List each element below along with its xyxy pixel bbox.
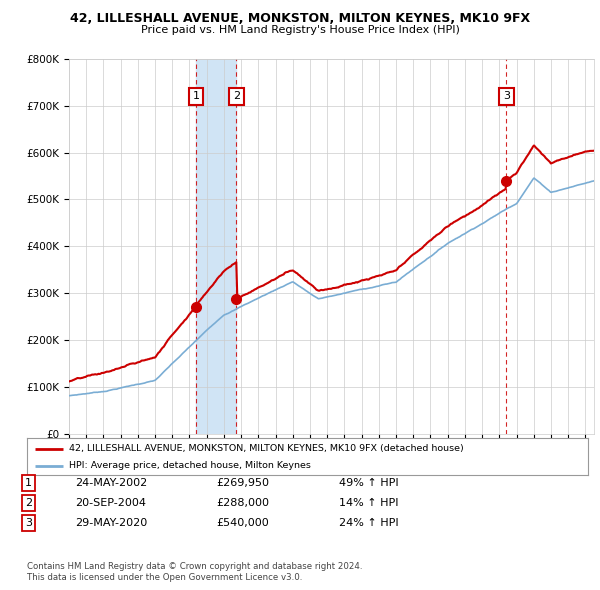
Text: HPI: Average price, detached house, Milton Keynes: HPI: Average price, detached house, Milt… — [69, 461, 311, 470]
Text: 14% ↑ HPI: 14% ↑ HPI — [339, 498, 398, 507]
Text: 2: 2 — [25, 498, 32, 507]
Text: This data is licensed under the Open Government Licence v3.0.: This data is licensed under the Open Gov… — [27, 573, 302, 582]
Text: 49% ↑ HPI: 49% ↑ HPI — [339, 478, 398, 487]
Text: 2: 2 — [233, 91, 240, 101]
Text: 1: 1 — [25, 478, 32, 487]
Text: Contains HM Land Registry data © Crown copyright and database right 2024.: Contains HM Land Registry data © Crown c… — [27, 562, 362, 571]
Text: £269,950: £269,950 — [216, 478, 269, 487]
Text: £540,000: £540,000 — [216, 518, 269, 527]
Text: 29-MAY-2020: 29-MAY-2020 — [75, 518, 147, 527]
Text: Price paid vs. HM Land Registry's House Price Index (HPI): Price paid vs. HM Land Registry's House … — [140, 25, 460, 35]
Text: 3: 3 — [503, 91, 510, 101]
Text: 24% ↑ HPI: 24% ↑ HPI — [339, 518, 398, 527]
Text: 42, LILLESHALL AVENUE, MONKSTON, MILTON KEYNES, MK10 9FX (detached house): 42, LILLESHALL AVENUE, MONKSTON, MILTON … — [69, 444, 464, 453]
Text: 3: 3 — [25, 518, 32, 527]
Bar — [196, 59, 236, 434]
Text: 1: 1 — [193, 91, 200, 101]
Text: 24-MAY-2002: 24-MAY-2002 — [75, 478, 147, 487]
Text: 42, LILLESHALL AVENUE, MONKSTON, MILTON KEYNES, MK10 9FX: 42, LILLESHALL AVENUE, MONKSTON, MILTON … — [70, 12, 530, 25]
Text: £288,000: £288,000 — [216, 498, 269, 507]
Text: 20-SEP-2004: 20-SEP-2004 — [75, 498, 146, 507]
